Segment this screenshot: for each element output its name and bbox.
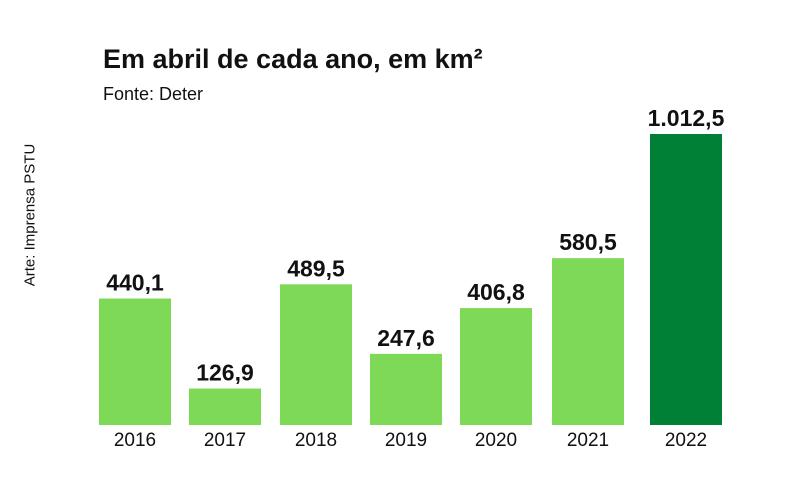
- bar-2017: [189, 388, 261, 425]
- bar-2019: [370, 353, 442, 425]
- x-tick-label: 2018: [295, 430, 337, 451]
- x-tick-label: 2022: [665, 430, 707, 451]
- x-tick-label: 2020: [475, 430, 517, 451]
- value-label: 406,8: [467, 279, 525, 305]
- bar-2016: [99, 298, 171, 425]
- value-label: 126,9: [196, 360, 254, 386]
- value-label: 1.012,5: [648, 105, 725, 131]
- bar-2020: [460, 308, 532, 425]
- x-tick-label: 2021: [567, 430, 609, 451]
- x-tick-label: 2019: [385, 430, 427, 451]
- value-label: 247,6: [377, 325, 435, 351]
- value-label: 580,5: [559, 229, 617, 255]
- value-label: 440,1: [106, 270, 164, 296]
- x-tick-label: 2017: [204, 430, 246, 451]
- bar-2018: [280, 284, 352, 425]
- bar-2021: [552, 258, 624, 425]
- chart-subtitle: Fonte: Deter: [103, 84, 204, 104]
- chart-title: Em abril de cada ano, em km²: [103, 44, 483, 74]
- value-label: 489,5: [287, 255, 345, 281]
- bar-2022: [650, 134, 722, 425]
- x-tick-label: 2016: [114, 430, 156, 451]
